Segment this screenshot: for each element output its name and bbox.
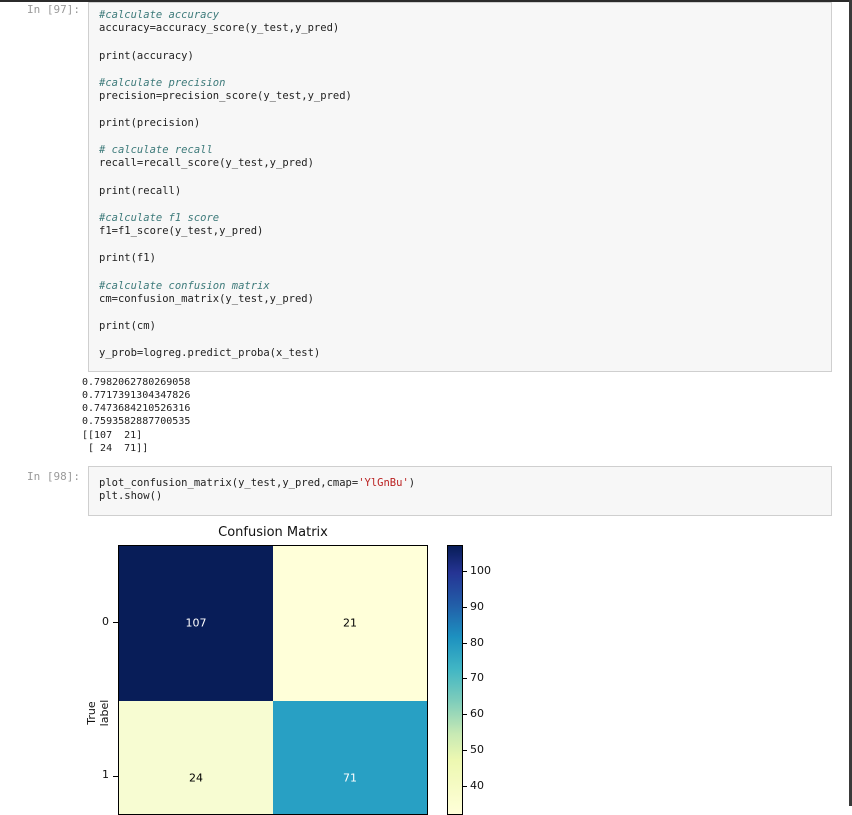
code-line: precision=precision_score(y_test,y_pred)	[99, 90, 352, 102]
code-line: recall=recall_score(y_test,y_pred)	[99, 157, 314, 169]
code-line: plt.show()	[99, 490, 163, 502]
confusion-matrix-plot: 107 21 24 71	[118, 545, 428, 815]
colorbar-tick	[463, 642, 467, 644]
output-line: 0.7593582887700535	[82, 416, 191, 427]
code-line: #calculate confusion matrix	[99, 280, 270, 292]
code-line: #calculate precision	[99, 77, 226, 89]
code-line: accuracy=accuracy_score(y_test,y_pred)	[99, 22, 340, 34]
colorbar-tick-label: 70	[470, 671, 484, 685]
chart-title: Confusion Matrix	[218, 525, 328, 540]
window-top-border	[0, 0, 852, 2]
window-right-border	[849, 0, 852, 806]
cell-97-prompt: In [97]:	[27, 3, 80, 16]
y-axis-label: True label	[85, 699, 111, 727]
matrix-value-1-1: 71	[343, 771, 357, 785]
code-line: print(recall)	[99, 185, 182, 197]
output-line: 0.7473684210526316	[82, 403, 191, 414]
colorbar-tick-label: 90	[470, 599, 484, 613]
matrix-value-0-0: 107	[185, 616, 207, 630]
code-line: f1=f1_score(y_test,y_pred)	[99, 225, 264, 237]
colorbar-tick	[463, 678, 467, 680]
colorbar-tick	[463, 785, 467, 787]
colorbar-tick-label: 40	[470, 778, 484, 792]
matrix-cell-1-1	[273, 701, 427, 814]
colorbar	[447, 545, 463, 815]
code-line: print(accuracy)	[99, 50, 194, 62]
matrix-value-0-1: 21	[343, 616, 357, 630]
code-line: y_prob=logreg.predict_proba(x_test)	[99, 347, 321, 359]
output-line: [ 24 71]]	[82, 443, 149, 454]
output-line: 0.7717391304347826	[82, 390, 191, 401]
y-tick-label-0: 0	[102, 615, 109, 628]
code-line: #calculate accuracy	[99, 9, 220, 21]
matrix-value-1-0: 24	[189, 771, 203, 785]
output-line: 0.7982062780269058	[82, 377, 191, 388]
matrix-cell-0-0	[119, 546, 273, 701]
code-line: #calculate f1 score	[99, 212, 220, 224]
matrix-cell-0-1	[273, 546, 427, 701]
colorbar-tick	[463, 571, 467, 572]
code-line: print(precision)	[99, 117, 201, 129]
code-line: # calculate recall	[99, 144, 213, 156]
code-line: print(f1)	[99, 252, 156, 264]
colorbar-tick	[463, 714, 467, 716]
colorbar-tick	[463, 750, 467, 751]
y-tick-label-1: 1	[102, 768, 109, 781]
colorbar-tick-label: 80	[470, 635, 484, 649]
code-line: cm=confusion_matrix(y_test,y_pred)	[99, 293, 314, 305]
output-line: [[107 21]	[82, 430, 143, 441]
y-tick-mark	[113, 776, 118, 777]
colorbar-tick-label: 60	[470, 707, 484, 721]
code-line: print(cm)	[99, 320, 156, 332]
colorbar-tick	[463, 606, 467, 608]
cell-97-input[interactable]: #calculate accuracy accuracy=accuracy_sc…	[88, 2, 832, 372]
code-line: plot_confusion_matrix(y_test,y_pred,cmap…	[99, 477, 416, 489]
colorbar-tick-label: 50	[470, 743, 484, 756]
matrix-cell-1-0	[119, 701, 273, 814]
cell-98-input[interactable]: plot_confusion_matrix(y_test,y_pred,cmap…	[88, 466, 832, 516]
colorbar-tick-label: 100	[470, 564, 491, 577]
y-tick-mark	[113, 622, 118, 623]
cell-98-prompt: In [98]:	[27, 470, 80, 483]
